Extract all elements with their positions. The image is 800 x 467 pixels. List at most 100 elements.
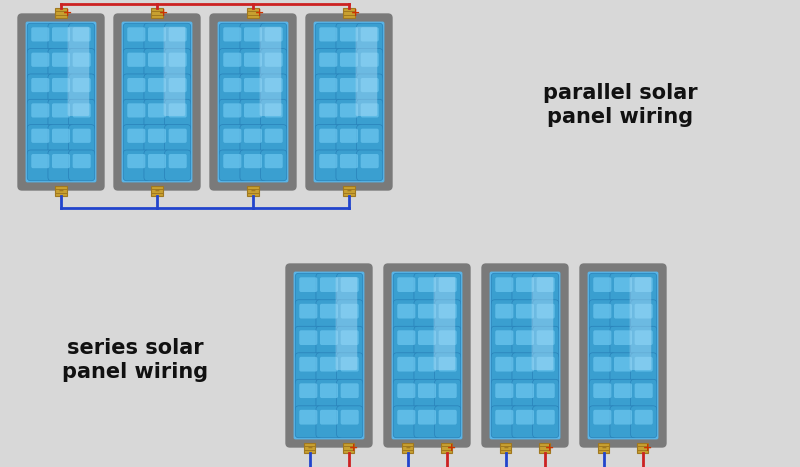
FancyBboxPatch shape xyxy=(316,353,342,385)
FancyBboxPatch shape xyxy=(394,353,419,385)
FancyBboxPatch shape xyxy=(614,410,632,425)
FancyBboxPatch shape xyxy=(244,103,262,118)
FancyBboxPatch shape xyxy=(394,406,419,438)
FancyBboxPatch shape xyxy=(594,330,611,345)
FancyBboxPatch shape xyxy=(634,357,653,372)
FancyBboxPatch shape xyxy=(336,99,362,130)
FancyBboxPatch shape xyxy=(261,99,286,130)
FancyBboxPatch shape xyxy=(165,49,190,79)
Text: +: + xyxy=(62,8,72,18)
FancyBboxPatch shape xyxy=(69,125,94,156)
FancyBboxPatch shape xyxy=(244,78,262,92)
FancyBboxPatch shape xyxy=(610,379,636,411)
FancyBboxPatch shape xyxy=(123,74,150,105)
Bar xyxy=(343,443,354,453)
FancyBboxPatch shape xyxy=(299,357,318,372)
FancyBboxPatch shape xyxy=(614,277,632,292)
FancyBboxPatch shape xyxy=(357,150,382,181)
FancyBboxPatch shape xyxy=(48,125,74,156)
Text: +: + xyxy=(447,443,456,453)
Bar xyxy=(500,443,511,453)
FancyBboxPatch shape xyxy=(223,129,242,143)
FancyBboxPatch shape xyxy=(610,406,636,438)
FancyBboxPatch shape xyxy=(240,99,266,130)
FancyBboxPatch shape xyxy=(434,379,461,411)
FancyBboxPatch shape xyxy=(398,330,415,345)
FancyBboxPatch shape xyxy=(73,78,90,92)
FancyBboxPatch shape xyxy=(512,326,538,358)
FancyBboxPatch shape xyxy=(434,277,455,370)
FancyBboxPatch shape xyxy=(27,49,54,79)
FancyBboxPatch shape xyxy=(482,263,569,448)
FancyBboxPatch shape xyxy=(320,410,338,425)
FancyBboxPatch shape xyxy=(52,53,70,67)
FancyBboxPatch shape xyxy=(144,23,170,54)
FancyBboxPatch shape xyxy=(27,23,54,54)
FancyBboxPatch shape xyxy=(240,125,266,156)
FancyBboxPatch shape xyxy=(223,154,242,168)
FancyBboxPatch shape xyxy=(491,273,518,305)
FancyBboxPatch shape xyxy=(299,304,318,318)
FancyBboxPatch shape xyxy=(414,406,440,438)
FancyBboxPatch shape xyxy=(438,383,457,398)
FancyBboxPatch shape xyxy=(314,21,385,183)
FancyBboxPatch shape xyxy=(579,263,666,448)
FancyBboxPatch shape xyxy=(218,21,289,183)
FancyBboxPatch shape xyxy=(306,14,393,191)
FancyBboxPatch shape xyxy=(316,406,342,438)
FancyBboxPatch shape xyxy=(434,326,461,358)
FancyBboxPatch shape xyxy=(144,125,170,156)
FancyBboxPatch shape xyxy=(383,263,470,448)
FancyBboxPatch shape xyxy=(319,103,338,118)
FancyBboxPatch shape xyxy=(341,410,358,425)
FancyBboxPatch shape xyxy=(590,353,615,385)
FancyBboxPatch shape xyxy=(533,406,558,438)
Text: –: – xyxy=(307,443,312,453)
FancyBboxPatch shape xyxy=(434,353,461,385)
FancyBboxPatch shape xyxy=(418,357,436,372)
FancyBboxPatch shape xyxy=(532,277,554,370)
FancyBboxPatch shape xyxy=(169,53,186,67)
FancyBboxPatch shape xyxy=(261,23,286,54)
FancyBboxPatch shape xyxy=(630,353,657,385)
FancyBboxPatch shape xyxy=(31,78,50,92)
FancyBboxPatch shape xyxy=(165,150,190,181)
FancyBboxPatch shape xyxy=(148,78,166,92)
FancyBboxPatch shape xyxy=(123,150,150,181)
FancyBboxPatch shape xyxy=(52,154,70,168)
FancyBboxPatch shape xyxy=(594,383,611,398)
FancyBboxPatch shape xyxy=(48,74,74,105)
FancyBboxPatch shape xyxy=(533,326,558,358)
FancyBboxPatch shape xyxy=(319,78,338,92)
FancyBboxPatch shape xyxy=(240,74,266,105)
FancyBboxPatch shape xyxy=(261,125,286,156)
FancyBboxPatch shape xyxy=(512,379,538,411)
FancyBboxPatch shape xyxy=(52,78,70,92)
FancyBboxPatch shape xyxy=(418,330,436,345)
FancyBboxPatch shape xyxy=(31,27,50,42)
FancyBboxPatch shape xyxy=(294,272,365,439)
FancyBboxPatch shape xyxy=(418,410,436,425)
FancyBboxPatch shape xyxy=(265,154,282,168)
FancyBboxPatch shape xyxy=(590,406,615,438)
FancyBboxPatch shape xyxy=(73,129,90,143)
Text: +: + xyxy=(349,443,358,453)
FancyBboxPatch shape xyxy=(590,326,615,358)
FancyBboxPatch shape xyxy=(438,330,457,345)
FancyBboxPatch shape xyxy=(73,154,90,168)
FancyBboxPatch shape xyxy=(590,273,615,305)
Text: –: – xyxy=(503,443,508,453)
FancyBboxPatch shape xyxy=(336,49,362,79)
Bar xyxy=(247,8,259,18)
FancyBboxPatch shape xyxy=(223,78,242,92)
FancyBboxPatch shape xyxy=(219,150,246,181)
FancyBboxPatch shape xyxy=(144,74,170,105)
FancyBboxPatch shape xyxy=(630,326,657,358)
FancyBboxPatch shape xyxy=(127,154,146,168)
FancyBboxPatch shape xyxy=(341,304,358,318)
FancyBboxPatch shape xyxy=(414,300,440,332)
FancyBboxPatch shape xyxy=(434,273,461,305)
FancyBboxPatch shape xyxy=(394,273,419,305)
Bar xyxy=(402,443,413,453)
FancyBboxPatch shape xyxy=(434,406,461,438)
